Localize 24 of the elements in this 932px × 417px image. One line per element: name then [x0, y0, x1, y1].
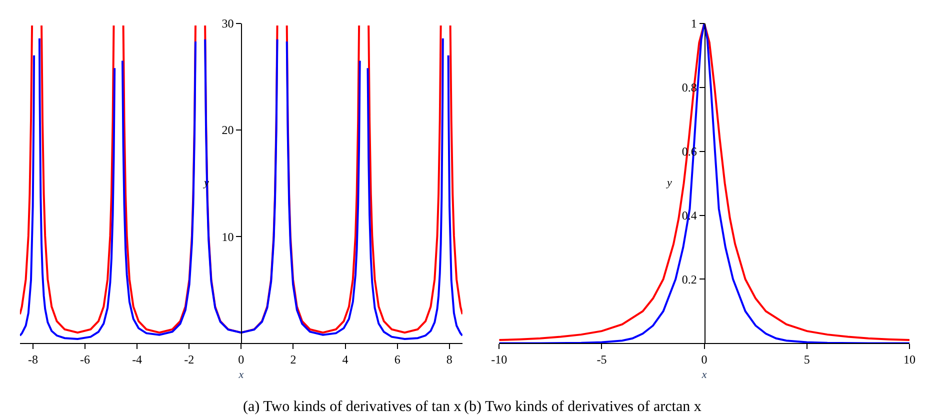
- x-tick-label: 0: [701, 352, 708, 367]
- y-tick-label: 1: [690, 16, 697, 31]
- text: (a) Two kinds of derivatives of tan x: [243, 399, 462, 415]
- x-tick-label: 8: [446, 352, 452, 367]
- x-tick-label: 6: [394, 352, 400, 367]
- x-tick-label: -10: [491, 352, 508, 367]
- x-tick-label: -6: [80, 352, 90, 367]
- x-tick-label: 2: [290, 352, 296, 367]
- x-tick-label: 5: [804, 352, 810, 367]
- x-tick-label: -4: [132, 352, 142, 367]
- x-tick-label: -8: [28, 352, 38, 367]
- y-axis-title: y: [666, 177, 672, 189]
- y-tick-label: 0.2: [682, 272, 697, 286]
- x-tick-label: -5: [596, 352, 607, 367]
- y-tick-label: 30: [222, 16, 234, 31]
- x-tick-label: -2: [184, 352, 194, 367]
- x-tick-label: 10: [903, 352, 916, 367]
- y-tick-label: 10: [222, 230, 234, 244]
- text: (b) Two kinds of derivatives of arctan x: [464, 399, 702, 415]
- x-tick-label: 0: [238, 352, 244, 367]
- x-tick-label: 4: [342, 352, 348, 367]
- x-axis-title: x: [700, 368, 707, 381]
- y-tick-label: 20: [222, 123, 234, 138]
- x-axis-title: x: [238, 368, 244, 381]
